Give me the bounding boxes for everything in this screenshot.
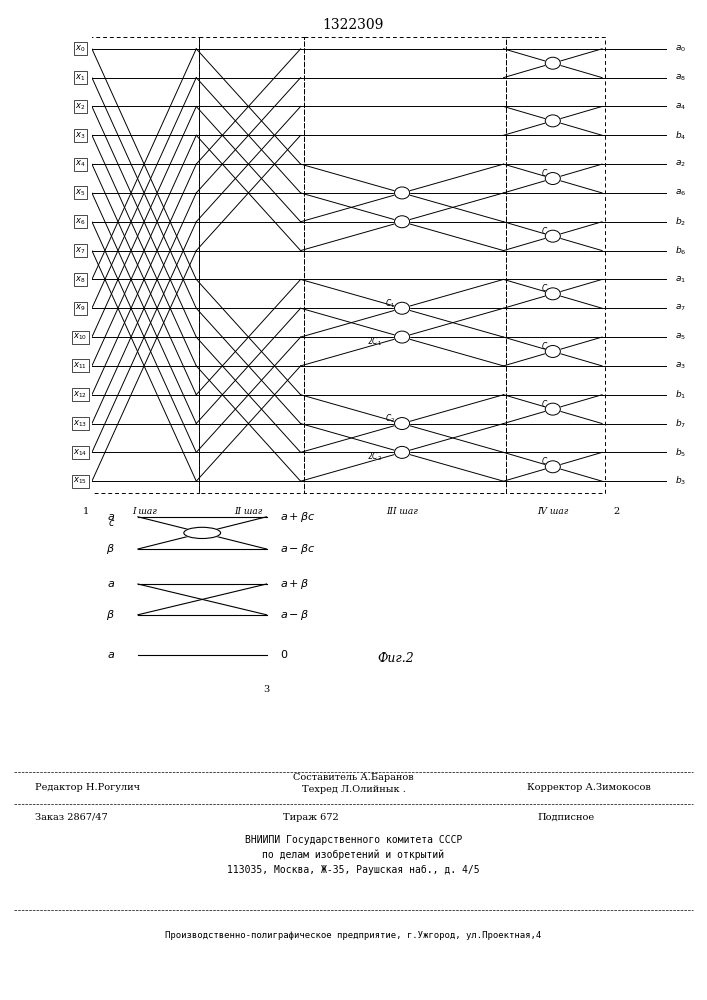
Text: $\mathit{a}_{0}$: $\mathit{a}_{0}$	[674, 44, 686, 54]
Circle shape	[184, 527, 221, 538]
Text: $x_{2}$: $x_{2}$	[75, 101, 86, 112]
Text: $x_{11}$: $x_{11}$	[74, 361, 88, 371]
Circle shape	[545, 288, 561, 300]
Text: $C_2$: $C_2$	[542, 168, 551, 180]
Circle shape	[395, 216, 409, 228]
Text: $x_{15}$: $x_{15}$	[74, 476, 88, 486]
Text: $\beta$: $\beta$	[106, 608, 115, 622]
Text: III шаг: III шаг	[386, 507, 418, 516]
Text: $x_{3}$: $x_{3}$	[75, 130, 86, 141]
Text: Фиг.2: Фиг.2	[377, 652, 414, 664]
Text: $C_2$: $C_2$	[542, 225, 551, 238]
Text: $\mathit{a}_{6}$: $\mathit{a}_{6}$	[674, 188, 686, 198]
Text: $x_{14}$: $x_{14}$	[73, 447, 88, 458]
Circle shape	[545, 173, 561, 184]
Text: $\beta$: $\beta$	[106, 542, 115, 556]
Text: $2C_2$: $2C_2$	[368, 451, 382, 463]
Text: ВНИИПИ Государственного комитета СССР: ВНИИПИ Государственного комитета СССР	[245, 835, 462, 845]
Text: $C_1$: $C_1$	[542, 283, 551, 295]
Text: $x_{13}$: $x_{13}$	[74, 418, 88, 429]
Text: $\mathit{b}_{5}$: $\mathit{b}_{5}$	[674, 446, 686, 459]
Circle shape	[395, 418, 409, 430]
Text: $a+\beta$: $a+\beta$	[281, 577, 310, 591]
Text: $\mathit{b}_{1}$: $\mathit{b}_{1}$	[674, 388, 686, 401]
Text: Подписное: Подписное	[537, 812, 594, 822]
Text: $2C_1$: $2C_1$	[368, 335, 382, 348]
Text: $0$: $0$	[281, 648, 288, 660]
Text: $a+\beta c$: $a+\beta c$	[281, 510, 316, 524]
Text: Тираж 672: Тираж 672	[284, 812, 339, 822]
Text: $\mathit{a}_{2}$: $\mathit{a}_{2}$	[674, 159, 686, 169]
Text: $x_{5}$: $x_{5}$	[75, 188, 86, 198]
Text: $\mathit{a}_{4}$: $\mathit{a}_{4}$	[674, 101, 686, 112]
Text: I шаг: I шаг	[132, 507, 156, 516]
Circle shape	[395, 187, 409, 199]
Text: Корректор А.Зимокосов: Корректор А.Зимокосов	[527, 784, 650, 792]
Text: $\mathit{a}_{3}$: $\mathit{a}_{3}$	[674, 361, 686, 371]
Text: $\mathit{b}_{6}$: $\mathit{b}_{6}$	[674, 244, 686, 257]
Text: $\mathit{a}_{1}$: $\mathit{a}_{1}$	[674, 274, 686, 285]
Text: 113035, Москва, Ж-35, Раушская наб., д. 4/5: 113035, Москва, Ж-35, Раушская наб., д. …	[227, 865, 480, 875]
Circle shape	[545, 230, 561, 242]
Text: $C_1$: $C_1$	[542, 398, 551, 411]
Text: $C_3$: $C_3$	[542, 456, 551, 468]
Text: $c$: $c$	[107, 518, 115, 528]
Text: $x_{12}$: $x_{12}$	[74, 389, 88, 400]
Text: $x_{0}$: $x_{0}$	[75, 44, 86, 54]
Text: 2: 2	[614, 507, 620, 516]
Text: по делам изобретений и открытий: по делам изобретений и открытий	[262, 850, 445, 860]
Text: $\mathit{b}_{2}$: $\mathit{b}_{2}$	[674, 216, 686, 228]
Text: 1322309: 1322309	[323, 18, 384, 32]
Circle shape	[545, 115, 561, 127]
Text: 1: 1	[83, 507, 89, 516]
Text: $\mathit{a}_{8}$: $\mathit{a}_{8}$	[674, 72, 686, 83]
Text: IV шаг: IV шаг	[537, 507, 568, 516]
Text: $a-\beta c$: $a-\beta c$	[281, 542, 316, 556]
Circle shape	[545, 461, 561, 473]
Text: $\mathit{a}_{7}$: $\mathit{a}_{7}$	[674, 303, 686, 313]
Text: $x_{9}$: $x_{9}$	[75, 303, 86, 313]
Text: $x_{6}$: $x_{6}$	[75, 217, 86, 227]
Circle shape	[395, 331, 409, 343]
Text: $x_{10}$: $x_{10}$	[74, 332, 88, 342]
Circle shape	[545, 346, 561, 357]
Text: $C_3$: $C_3$	[542, 341, 551, 353]
Text: $a-\beta$: $a-\beta$	[281, 608, 310, 622]
Text: $C_2$: $C_2$	[385, 413, 395, 425]
Circle shape	[395, 302, 409, 314]
Text: $a$: $a$	[107, 512, 115, 522]
Text: $\mathit{b}_{4}$: $\mathit{b}_{4}$	[674, 129, 686, 142]
Circle shape	[545, 57, 561, 69]
Text: $x_{1}$: $x_{1}$	[75, 72, 86, 83]
Text: Техред Л.Олийнык .: Техред Л.Олийнык .	[302, 786, 405, 794]
Text: Редактор Н.Рогулич: Редактор Н.Рогулич	[35, 784, 141, 792]
Text: $x_{7}$: $x_{7}$	[75, 245, 86, 256]
Text: $a$: $a$	[107, 579, 115, 589]
Text: $a$: $a$	[107, 650, 115, 660]
Text: 3: 3	[264, 685, 269, 694]
Text: $x_{4}$: $x_{4}$	[75, 159, 86, 169]
Text: Заказ 2867/47: Заказ 2867/47	[35, 812, 108, 822]
Text: II шаг: II шаг	[234, 507, 262, 516]
Text: Производственно-полиграфическое предприятие, г.Ужгород, ул.Проектная,4: Производственно-полиграфическое предприя…	[165, 930, 542, 940]
Text: $\mathit{b}_{3}$: $\mathit{b}_{3}$	[674, 475, 686, 487]
Text: Составитель А.Баранов: Составитель А.Баранов	[293, 774, 414, 782]
Text: $\mathit{a}_{5}$: $\mathit{a}_{5}$	[674, 332, 686, 342]
Text: $\mathit{b}_{7}$: $\mathit{b}_{7}$	[674, 417, 686, 430]
Text: $x_{8}$: $x_{8}$	[75, 274, 86, 285]
Circle shape	[395, 446, 409, 458]
Text: $C_1$: $C_1$	[385, 297, 395, 310]
Circle shape	[545, 403, 561, 415]
